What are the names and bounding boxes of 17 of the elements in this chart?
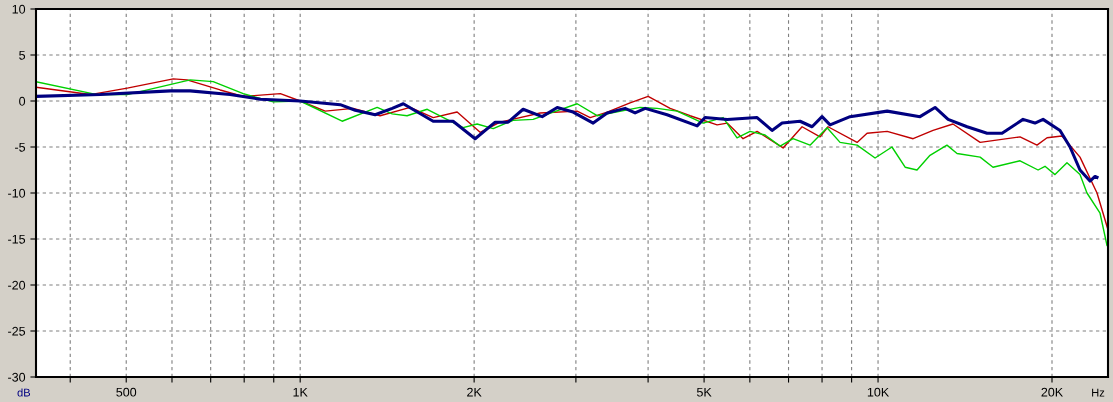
y-tick-label: -25 xyxy=(8,326,26,336)
y-tick-label: -30 xyxy=(8,372,26,382)
y-tick-label: -20 xyxy=(8,280,26,290)
x-tick-label: 2K xyxy=(467,387,482,397)
x-tick-label: 20K xyxy=(1041,387,1063,397)
y-tick-label: 10 xyxy=(12,4,26,14)
x-tick-label: 5K xyxy=(696,387,712,397)
y-tick-label: 5 xyxy=(19,50,26,60)
y-tick-label: -15 xyxy=(8,234,26,244)
y-tick-label: 0 xyxy=(19,96,26,106)
x-axis-title: Hz xyxy=(1092,388,1105,397)
x-tick-label: 1K xyxy=(293,387,308,397)
y-axis-title: dB xyxy=(17,388,31,397)
y-tick-label: -5 xyxy=(15,142,26,152)
x-tick-label: 500 xyxy=(116,387,137,397)
y-tick-label: -10 xyxy=(8,188,26,198)
x-tick-label: 10K xyxy=(867,387,890,397)
